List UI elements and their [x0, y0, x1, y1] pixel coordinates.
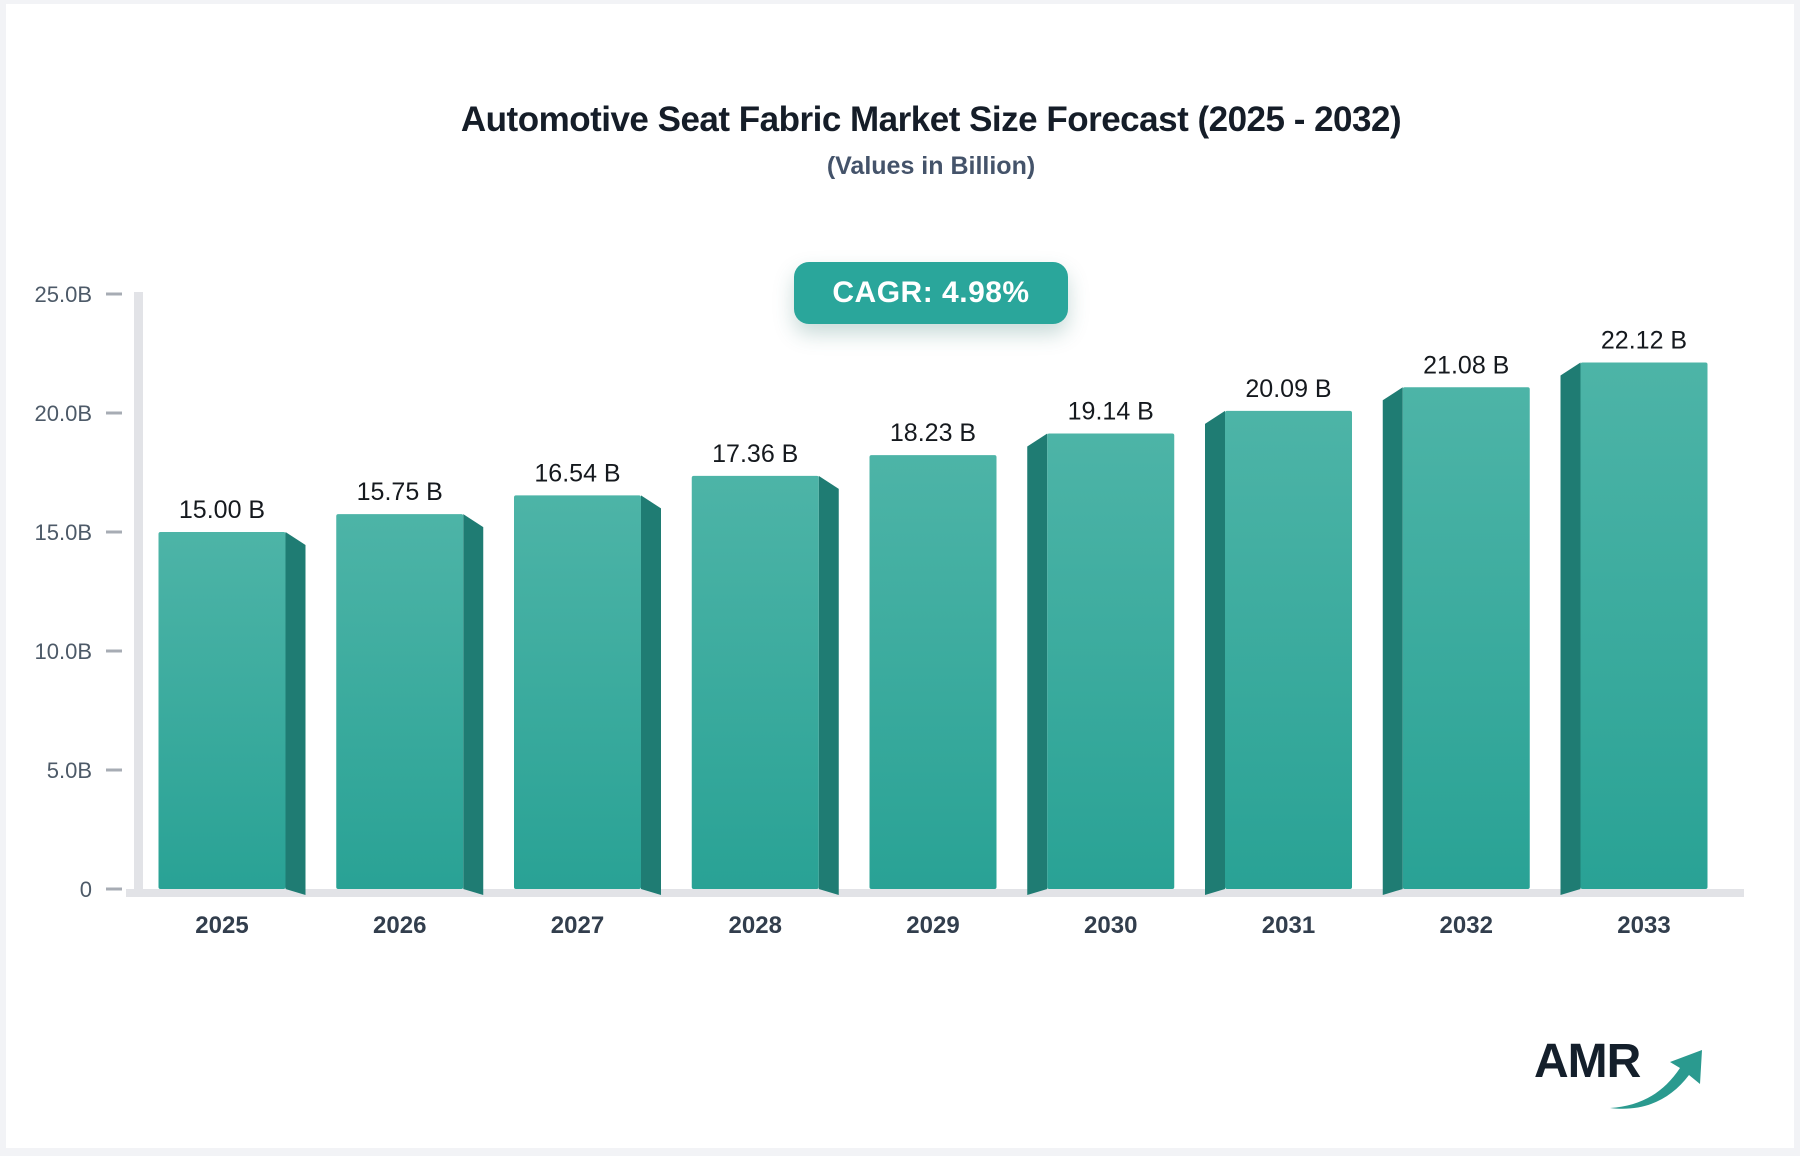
chart-card: Automotive Seat Fabric Market Size Forec… [6, 4, 1794, 1148]
bar-2030 [1047, 433, 1175, 889]
bar-2033 [1580, 362, 1708, 889]
bar-value-label: 21.08 B [1423, 351, 1509, 379]
chart-title: Automotive Seat Fabric Market Size Forec… [460, 100, 1402, 139]
x-tick-label: 2030 [1084, 912, 1137, 939]
x-tick-label: 2032 [1440, 912, 1493, 939]
bar-side-face [1205, 410, 1225, 895]
bar-side-face [1027, 433, 1048, 895]
y-tick-mark [106, 649, 122, 653]
y-tick-label: 25.0B [35, 282, 93, 307]
amr-logo: AMR [1534, 1034, 1734, 1124]
bar-value-label: 22.12 B [1601, 327, 1687, 355]
bar-2029 [869, 455, 997, 889]
bar-side-face [1382, 387, 1403, 895]
bar-2028 [691, 475, 819, 889]
bar-value-label: 17.36 B [712, 440, 798, 468]
y-tick-label: 15.0B [35, 520, 93, 545]
y-tick-mark [106, 768, 122, 772]
bar-side-face [641, 495, 661, 895]
x-tick-label: 2031 [1262, 912, 1315, 939]
bar-side-face [463, 514, 484, 895]
bar-value-label: 18.23 B [890, 419, 976, 447]
bar-side-face [285, 532, 306, 895]
cagr-badge: CAGR: 4.98% [794, 262, 1068, 324]
bar-value-label: 15.00 B [179, 496, 265, 524]
x-tick-label: 2028 [729, 912, 782, 939]
y-axis-line [134, 292, 143, 897]
bar-2027 [514, 495, 641, 889]
x-tick-label: 2026 [373, 912, 426, 939]
bar-value-label: 20.09 B [1245, 375, 1331, 403]
x-tick-label: 2033 [1617, 912, 1670, 939]
bar-chart: 0 5.0B 10.0B 15.0B 20.0B 25.0B 15.00 B 2025 15.7… [35, 282, 1744, 939]
chart-subtitle: (Values in Billion) [826, 152, 1036, 180]
x-tick-label: 2025 [195, 912, 248, 939]
x-tick-label: 2029 [906, 912, 959, 939]
y-tick-mark [106, 530, 122, 534]
bar-value-label: 16.54 B [534, 459, 620, 487]
y-tick-label: 10.0B [35, 639, 93, 664]
x-tick-label: 2027 [551, 912, 604, 939]
bar-value-label: 19.14 B [1068, 397, 1154, 425]
growth-arrow-icon [1610, 1050, 1702, 1109]
bar-side-face [818, 475, 839, 895]
y-tick-label: 20.0B [35, 401, 93, 426]
bar-2026 [336, 514, 464, 889]
y-tick-mark [106, 292, 122, 296]
y-tick-mark [106, 411, 122, 415]
bar-value-label: 15.75 B [357, 478, 443, 506]
y-tick-mark [106, 887, 122, 891]
bar-2032 [1402, 387, 1530, 889]
bar-2025 [158, 532, 286, 889]
y-tick-label: 0 [80, 877, 92, 902]
cagr-badge-wrap: CAGR: 4.98% [56, 262, 1800, 324]
y-tick-label: 5.0B [47, 758, 92, 783]
amr-logo-text: AMR [1534, 1035, 1641, 1088]
bar-2031 [1225, 410, 1352, 889]
bar-side-face [1560, 362, 1581, 895]
x-axis-line [126, 889, 1744, 897]
